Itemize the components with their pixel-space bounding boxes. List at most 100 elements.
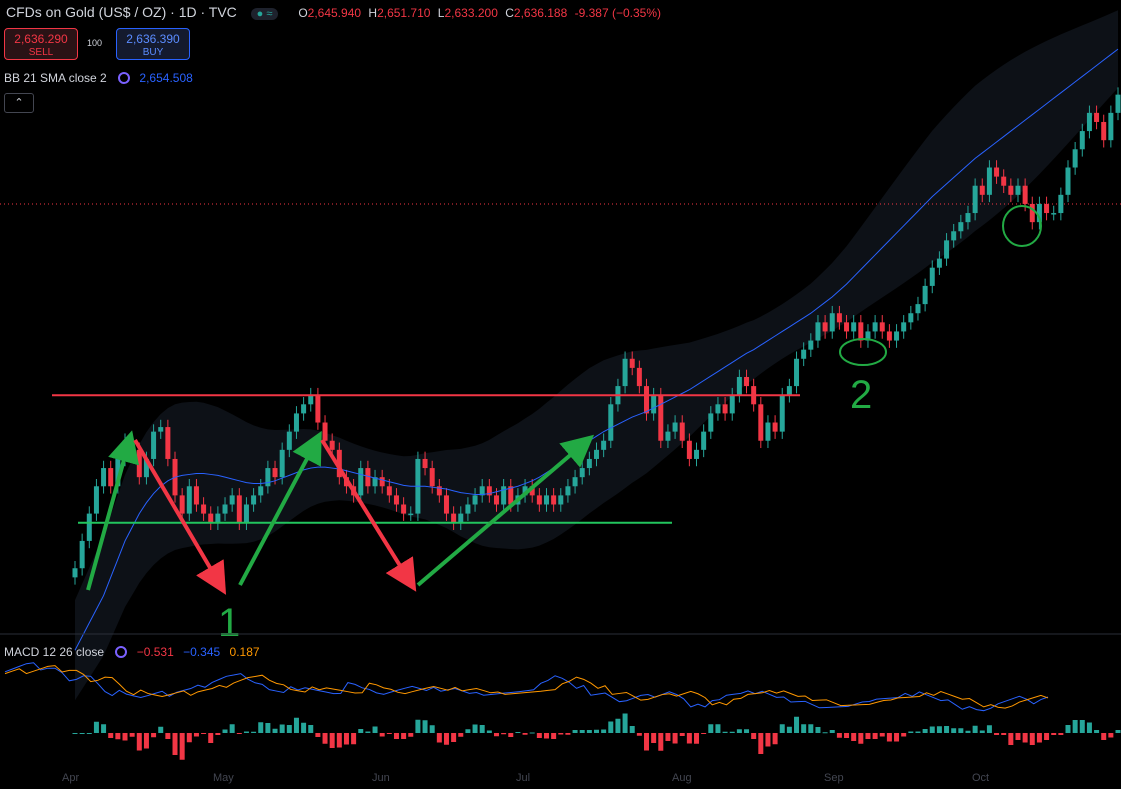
macd-histogram-bar bbox=[165, 733, 171, 739]
macd-histogram-bar bbox=[665, 733, 671, 741]
annotation-ellipse-2 bbox=[839, 338, 887, 366]
candle-body bbox=[265, 468, 271, 487]
macd-histogram-bar bbox=[351, 733, 357, 745]
candle-body bbox=[772, 422, 778, 432]
macd-histogram-bar bbox=[808, 724, 814, 733]
macd-histogram-bar bbox=[736, 729, 742, 733]
annotation-label-2: 2 bbox=[850, 373, 872, 417]
macd-histogram-bar bbox=[179, 733, 185, 760]
x-axis-label: Apr bbox=[62, 772, 80, 784]
macd-histogram-bar bbox=[844, 733, 850, 738]
macd-histogram-bar bbox=[1094, 730, 1100, 733]
macd-histogram-bar bbox=[158, 726, 164, 733]
candle-body bbox=[401, 504, 407, 514]
open-value: 2,645.940 bbox=[307, 6, 362, 20]
macd-histogram-bar bbox=[1008, 733, 1014, 745]
candle-body bbox=[865, 331, 871, 341]
macd-histogram-bar bbox=[172, 733, 178, 755]
macd-histogram-bar bbox=[365, 731, 371, 733]
macd-histogram-bar bbox=[622, 713, 628, 733]
candle-body bbox=[272, 468, 278, 478]
candle-body bbox=[229, 495, 235, 505]
macd-histogram-bar bbox=[744, 729, 750, 733]
x-axis-label: May bbox=[213, 772, 234, 784]
macd-histogram-bar bbox=[858, 733, 864, 744]
macd-histogram-bar bbox=[258, 722, 264, 733]
macd-histogram-bar bbox=[293, 717, 299, 733]
sell-button[interactable]: 2,636.290 SELL bbox=[4, 28, 78, 60]
candle-body bbox=[915, 304, 921, 314]
candle-body bbox=[508, 486, 514, 505]
macd-histogram-bar bbox=[908, 731, 914, 733]
annotation-ellipse-3 bbox=[1002, 205, 1042, 247]
macd-histogram-bar bbox=[436, 733, 442, 743]
change-value: -9.387 (−0.35%) bbox=[574, 6, 662, 20]
low-key: L bbox=[437, 6, 445, 20]
macd-histogram-bar bbox=[644, 733, 650, 751]
macd-label: MACD 12 26 close bbox=[4, 645, 105, 659]
candle-body bbox=[829, 313, 835, 332]
high-key: H bbox=[368, 6, 378, 20]
candle-body bbox=[572, 477, 578, 487]
macd-histogram-bar bbox=[486, 730, 492, 733]
macd-histogram-bar bbox=[772, 733, 778, 745]
candle-body bbox=[286, 431, 292, 450]
candle-body bbox=[686, 440, 692, 459]
candle-body bbox=[222, 504, 228, 514]
macd-histogram-bar bbox=[672, 733, 678, 744]
macd-histogram-bar bbox=[122, 733, 128, 741]
candle-body bbox=[1079, 131, 1085, 150]
candle-body bbox=[636, 367, 642, 387]
sell-price: 2,636.290 bbox=[14, 32, 68, 46]
signal-value: −0.345 bbox=[183, 645, 221, 659]
buy-price: 2,636.390 bbox=[126, 32, 180, 46]
candle-body bbox=[86, 513, 92, 541]
macd-histogram-bar bbox=[222, 729, 228, 733]
settings-cycle-icon[interactable] bbox=[118, 72, 131, 84]
candle-body bbox=[251, 495, 257, 505]
trend-arrow-up bbox=[416, 434, 595, 587]
macd-histogram-bar bbox=[251, 731, 257, 733]
macd-histogram-bar bbox=[894, 733, 900, 742]
macd-histogram-bar bbox=[401, 733, 407, 739]
macd-histogram-bar bbox=[329, 733, 335, 748]
candle-body bbox=[944, 240, 950, 259]
macd-histogram-bar bbox=[679, 733, 685, 736]
macd-histogram-bar bbox=[1051, 733, 1057, 735]
candle-body bbox=[558, 495, 564, 505]
candle-body bbox=[715, 404, 721, 414]
candle-body bbox=[622, 358, 628, 387]
macd-histogram-bar bbox=[493, 733, 499, 737]
candle-body bbox=[493, 495, 499, 505]
sell-label: SELL bbox=[28, 47, 54, 58]
macd-histogram-bar bbox=[729, 731, 735, 733]
candle-body bbox=[201, 504, 207, 514]
macd-histogram-bar bbox=[1079, 720, 1085, 733]
buy-button[interactable]: 2,636.390 BUY bbox=[116, 28, 190, 60]
macd-histogram-bar bbox=[586, 730, 592, 733]
macd-histogram-bar bbox=[565, 733, 571, 735]
macd-histogram-bar bbox=[758, 733, 764, 754]
candle-body bbox=[894, 331, 900, 341]
macd-histogram-bar bbox=[108, 733, 114, 738]
candle-body bbox=[565, 486, 571, 496]
candle-body bbox=[886, 331, 892, 341]
symbol-title[interactable]: CFDs on Gold (US$ / OZ) · 1D · TVC bbox=[6, 4, 237, 20]
collapse-legend-button[interactable]: ⌃ bbox=[4, 93, 34, 113]
candle-body bbox=[1115, 94, 1121, 113]
macd-histogram-bar bbox=[151, 733, 157, 738]
macd-histogram-bar bbox=[286, 725, 292, 733]
candle-body bbox=[644, 386, 650, 414]
macd-legend[interactable]: MACD 12 26 close −0.531 −0.345 0.187 bbox=[4, 645, 260, 659]
candle-body bbox=[908, 313, 914, 323]
candle-body bbox=[143, 458, 149, 478]
macd-histogram-bar bbox=[279, 724, 285, 733]
candle-body bbox=[501, 486, 507, 505]
macd-settings-icon[interactable] bbox=[115, 646, 128, 658]
macd-histogram-bar bbox=[458, 733, 464, 737]
candle-body bbox=[879, 322, 885, 332]
visibility-toggle-icon[interactable]: ● ≈ bbox=[250, 8, 279, 20]
bb-legend[interactable]: BB 21 SMA close 2 2,654.508 bbox=[4, 71, 193, 85]
candle-body bbox=[1022, 185, 1028, 204]
